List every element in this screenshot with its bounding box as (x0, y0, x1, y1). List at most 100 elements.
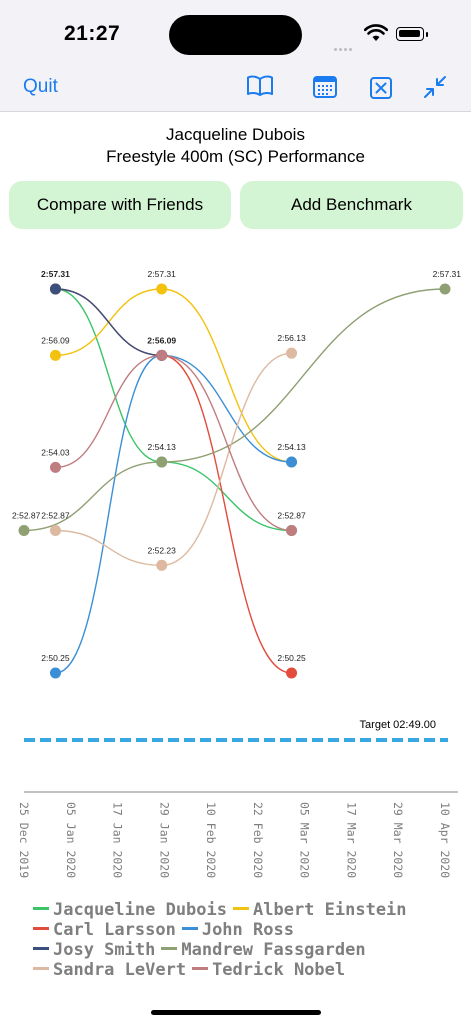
dynamic-island (169, 15, 302, 55)
point-label: 2:52.87 (277, 510, 306, 520)
point-sandra-levert[interactable] (286, 347, 298, 359)
wifi-icon (364, 24, 388, 41)
point-label: 2:50.25 (41, 653, 70, 663)
signal-dots-icon (334, 38, 356, 51)
legend-label: John Ross (201, 920, 294, 940)
collapse-icon[interactable] (421, 73, 449, 101)
point-label: 2:54.13 (277, 442, 306, 452)
legend-item-john-ross: John Ross (181, 920, 294, 940)
legend-row: Jacqueline Dubois Albert Einstein (33, 900, 471, 920)
x-tick-label: 29 Jan 2020 (157, 802, 171, 878)
point-tedrick-nobel[interactable] (286, 524, 298, 536)
point-label: 2:56.09 (41, 335, 70, 345)
point-label: 2:50.25 (277, 653, 306, 663)
legend-label: Sandra LeVert (53, 960, 187, 980)
status-time: 21:27 (64, 22, 121, 45)
legend-item-jacqueline-dubois: Jacqueline Dubois (33, 900, 227, 920)
point-label: 2:56.09 (147, 335, 176, 345)
target-label: Target 02:49.00 (360, 719, 436, 731)
point-albert-einstein[interactable] (156, 283, 168, 295)
legend-swatch (33, 926, 49, 930)
book-icon[interactable] (246, 73, 274, 99)
legend-label: Carl Larsson (53, 920, 176, 940)
legend-item-mandrew-fassgarden: Mandrew Fassgarden (161, 940, 366, 960)
legend-label: Mandrew Fassgarden (181, 940, 366, 960)
series-line-sandra-levert (55, 352, 292, 567)
legend-row: Carl Larsson John Ross (33, 920, 471, 940)
x-tick-label: 05 Mar 2020 (298, 802, 312, 878)
legend-item-sandra-levert: Sandra LeVert (33, 960, 186, 980)
chart-legend: Jacqueline Dubois Albert Einstein Carl Lar… (33, 900, 471, 980)
swimmer-name: Jacqueline Dubois (166, 125, 305, 144)
page-title: Jacqueline Dubois Freestyle 400m (SC) Pe… (0, 124, 471, 168)
x-tick-label: 10 Feb 2020 (204, 802, 218, 878)
calendar-icon[interactable] (311, 73, 339, 101)
nav-bar: Quit (0, 70, 471, 112)
point-tedrick-nobel[interactable] (156, 349, 168, 361)
legend-item-albert-einstein: Albert Einstein (233, 900, 407, 920)
point-label: 2:57.31 (148, 269, 177, 279)
legend-item-tedrick-nobel: Tedrick Nobel (192, 960, 345, 980)
point-mandrew-fassgarden[interactable] (18, 524, 30, 536)
x-tick-label: 22 Feb 2020 (251, 802, 265, 878)
battery-icon (396, 27, 424, 41)
point-john-ross[interactable] (286, 456, 298, 468)
point-label: 2:52.23 (148, 545, 177, 555)
legend-swatch (161, 946, 178, 950)
quit-button[interactable]: Quit (23, 76, 58, 97)
battery-cap (426, 32, 428, 37)
point-label: 2:52.87 (12, 510, 41, 520)
legend-item-carl-larsson: Carl Larsson (33, 920, 176, 940)
event-name: Freestyle 400m (SC) Performance (106, 147, 365, 166)
legend-swatch (233, 906, 249, 910)
point-mandrew-fassgarden[interactable] (156, 456, 168, 468)
legend-swatch (33, 946, 49, 950)
x-tick-label: 05 Jan 2020 (64, 802, 78, 878)
point-tedrick-nobel[interactable] (49, 461, 61, 473)
point-label: 2:57.31 (433, 269, 462, 279)
series-line-jacqueline-dubois (55, 288, 292, 532)
point-carl-larsson[interactable] (286, 667, 298, 679)
x-tick-label: 29 Mar 2020 (391, 802, 405, 878)
point-label: 2:54.13 (148, 442, 177, 452)
legend-swatch (33, 966, 49, 970)
series-line-albert-einstein (55, 288, 292, 463)
series-line-carl-larsson (55, 288, 292, 674)
target-layer: Target 02:49.00 (24, 719, 448, 742)
legend-row: Josy Smith Mandrew Fassgarden (33, 940, 471, 960)
home-indicator (151, 1010, 321, 1015)
point-sandra-levert[interactable] (49, 524, 61, 536)
legend-label: Tedrick Nobel (212, 960, 346, 980)
series-line-john-ross (55, 354, 292, 674)
x-tick-label: 25 Dec 2019 (17, 802, 31, 878)
point-josy-smith[interactable] (49, 283, 61, 295)
point-labels: 2:57.31 2:54.13 2:52.87 2:56.09 2:57.31 2:54.… (12, 269, 461, 663)
point-john-ross[interactable] (49, 667, 61, 679)
point-label: 2:56.13 (277, 333, 306, 343)
legend-swatch (181, 926, 198, 930)
x-tick-label: 17 Jan 2020 (111, 802, 125, 878)
legend-item-josy-smith: Josy Smith (33, 940, 155, 960)
legend-row: Sandra LeVert Tedrick Nobel (33, 960, 471, 980)
series-line-josy-smith (55, 288, 162, 357)
point-label: 2:54.03 (41, 447, 70, 457)
status-bar: 21:27 (0, 0, 471, 70)
point-albert-einstein[interactable] (49, 349, 61, 361)
x-axis: 25 Dec 2019 05 Jan 2020 17 Jan 2020 29 Jan … (17, 791, 458, 878)
x-tick-label: 17 Mar 2020 (344, 802, 358, 878)
close-square-icon[interactable] (368, 73, 394, 101)
series-lines (23, 288, 446, 674)
legend-label: Jacqueline Dubois (53, 900, 227, 920)
point-mandrew-fassgarden[interactable] (439, 283, 451, 295)
point-sandra-levert[interactable] (156, 559, 168, 571)
legend-swatch (192, 966, 209, 970)
point-label: 2:57.31 (41, 269, 70, 279)
legend-swatch (33, 906, 49, 910)
legend-label: Albert Einstein (253, 900, 407, 920)
point-label: 2:52.87 (41, 510, 70, 520)
compare-with-friends-button[interactable]: Compare with Friends (9, 181, 231, 229)
x-tick-label: 10 Apr 2020 (438, 802, 452, 878)
performance-chart: Target 02:49.00 25 Dec 2019 05 Jan 2020 17… (12, 269, 461, 878)
series-line-mandrew-fassgarden (23, 288, 446, 532)
add-benchmark-button[interactable]: Add Benchmark (240, 181, 463, 229)
